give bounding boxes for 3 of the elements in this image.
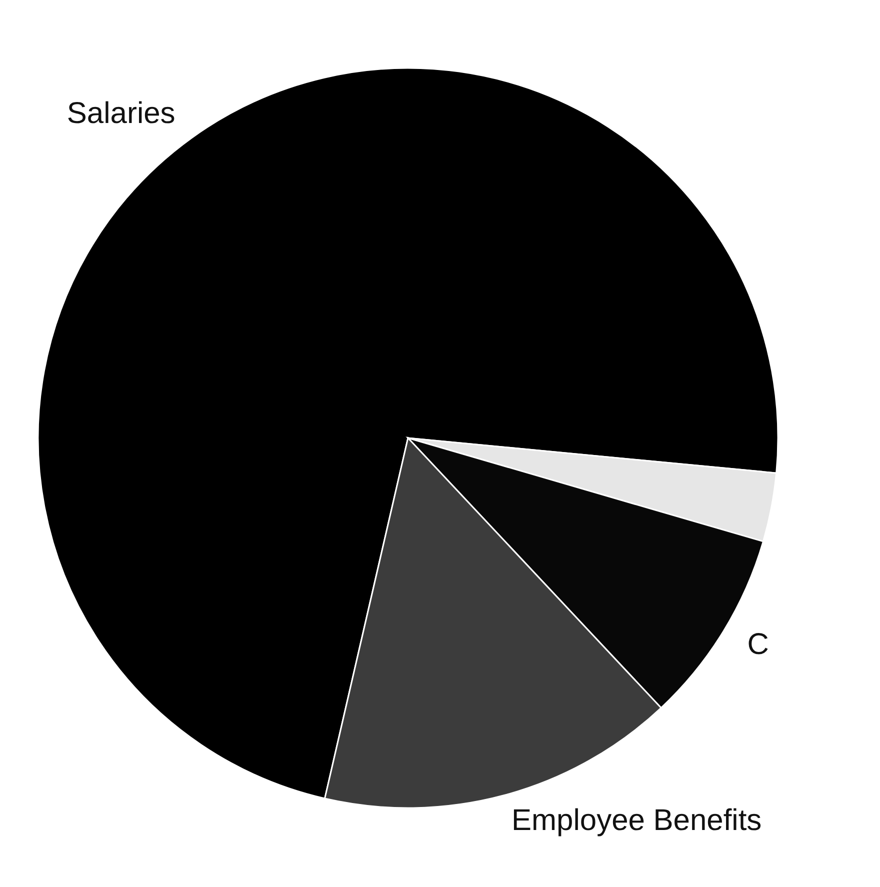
slice-label: C bbox=[747, 628, 769, 662]
slice-label: Salaries bbox=[66, 97, 176, 130]
slice-label: Employee Benefits bbox=[512, 804, 762, 838]
